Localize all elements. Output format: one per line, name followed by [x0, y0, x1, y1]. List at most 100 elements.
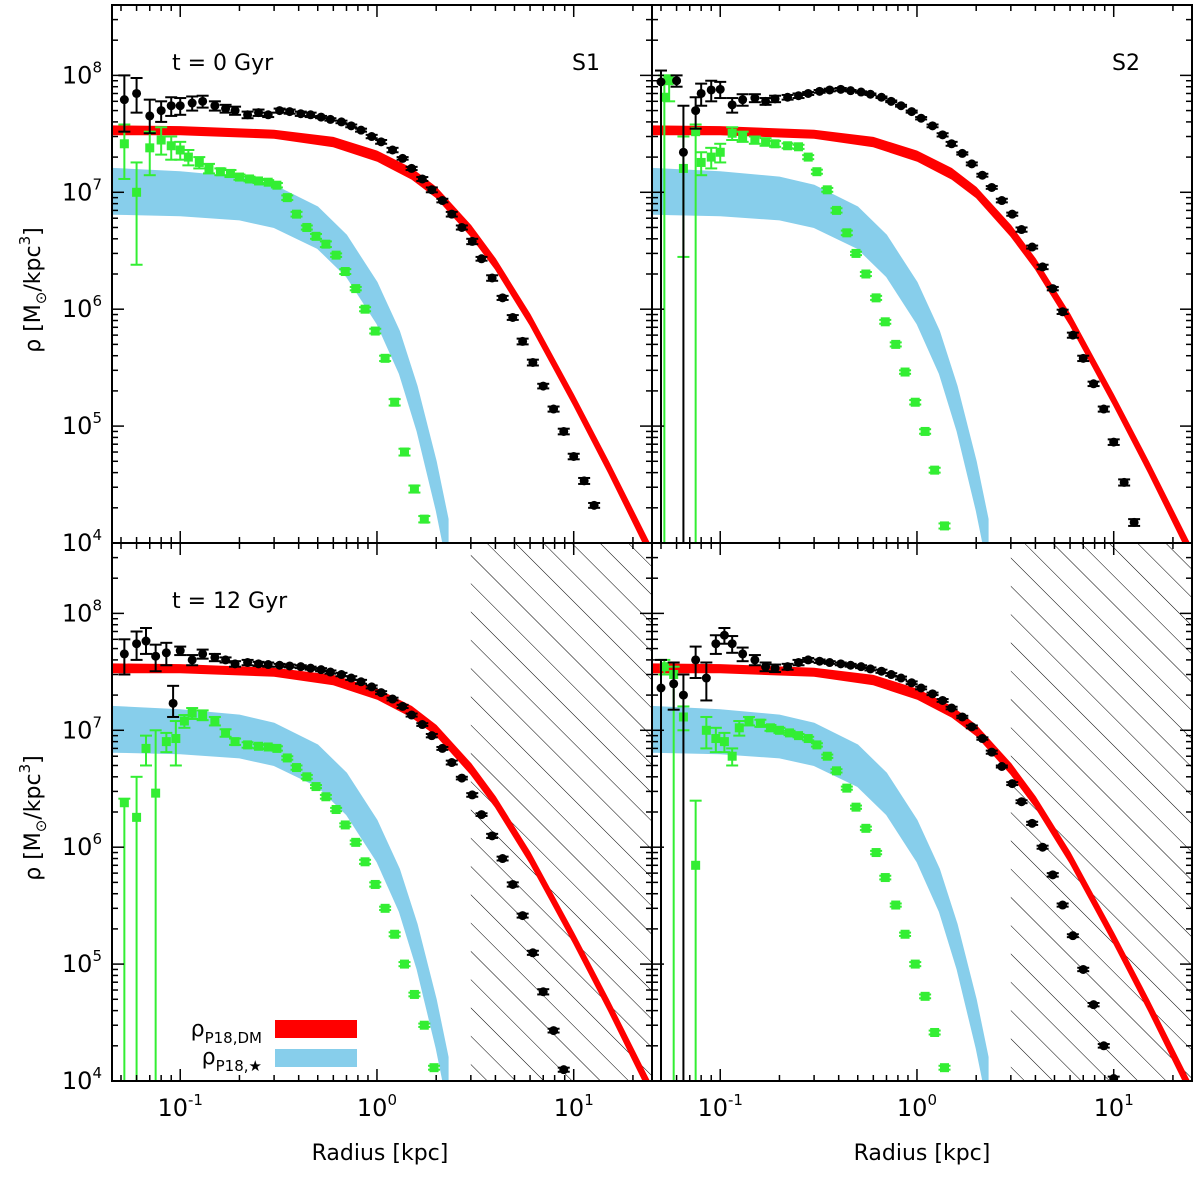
star-particle-point: [262, 177, 275, 187]
star-particle-point: [810, 740, 823, 750]
dm-particle-point: [792, 658, 805, 668]
star-particle-point: [149, 729, 162, 1081]
dm-particle-marker: [815, 86, 825, 96]
legend-dm-swatch: [275, 1020, 357, 1038]
dm-particle-marker: [210, 652, 220, 662]
star-particle-marker: [161, 737, 171, 747]
star-particle-marker: [812, 167, 822, 177]
dm-particle-marker: [528, 357, 538, 367]
dm-particle-point: [1077, 964, 1090, 974]
dm-particle-marker: [916, 113, 926, 123]
star-particle-marker: [156, 135, 166, 145]
dm-particle-point: [985, 747, 998, 757]
dm-particle-marker: [770, 94, 780, 104]
dm-particle-marker: [691, 106, 701, 116]
star-particle-point: [281, 193, 294, 203]
dm-particle-marker: [230, 659, 240, 669]
dm-particle-marker: [794, 91, 804, 101]
dm-particle-marker: [528, 948, 538, 958]
dm-particle-point: [252, 108, 265, 118]
star-particle-marker: [409, 484, 419, 494]
dm-particle-marker: [957, 148, 967, 158]
star-particle-marker: [230, 737, 240, 747]
dm-particle-point: [1026, 818, 1039, 828]
star-particle-marker: [390, 397, 400, 407]
dm-particle-marker: [166, 101, 176, 111]
dm-particle-marker: [1027, 818, 1037, 828]
dm-particle-marker: [997, 762, 1007, 772]
star-particle-marker: [370, 326, 380, 336]
dm-particle-point: [875, 666, 888, 676]
star-particle-marker: [785, 728, 795, 738]
star-particle-point: [938, 521, 951, 531]
dm-particle-marker: [886, 670, 896, 680]
y-tick-label: 105: [62, 409, 102, 440]
panels-layer: 104 105 106 107 108 t = 0 Gyr S1 S2 104 105 106 107…: [62, 4, 1193, 1122]
dm-particle-marker: [346, 121, 356, 131]
star-particle-point: [802, 152, 815, 162]
dm-particle-marker: [306, 663, 316, 673]
dm-particle-marker: [987, 747, 997, 757]
dm-particle-series: [118, 74, 601, 510]
dm-particle-point: [208, 652, 221, 663]
dm-particle-marker: [1038, 262, 1048, 272]
legend-dm-label: ρP18,DM: [191, 1017, 262, 1047]
star-particle-point: [909, 959, 922, 969]
star-particle-point: [781, 141, 794, 151]
dm-particle-point: [567, 451, 580, 461]
star-particle-point: [214, 167, 227, 177]
y-tick-label: 108: [62, 58, 102, 89]
dm-particle-series: [655, 626, 1120, 1081]
star-particle-marker: [711, 734, 721, 744]
dm-particle-point: [705, 79, 718, 103]
star-particle-marker: [243, 740, 253, 750]
x-tick-label: 100: [897, 1091, 937, 1122]
dm-particle-point: [895, 673, 908, 683]
star-particle-marker: [380, 353, 390, 363]
dm-particle-marker: [706, 85, 716, 95]
star-particle-series: [118, 123, 431, 524]
dm-particle-marker: [836, 659, 846, 669]
dm-particle-point: [445, 209, 458, 219]
dm-particle-point: [976, 170, 989, 180]
dm-particle-marker: [783, 92, 793, 102]
star-particle-marker: [311, 231, 321, 241]
dm-particle-marker: [1058, 307, 1068, 317]
star-particle-series: [118, 707, 441, 1081]
dm-particle-marker: [727, 639, 737, 649]
star-particle-point: [783, 728, 796, 738]
dm-particle-point: [118, 74, 131, 133]
star-particle-point: [169, 720, 182, 767]
dm-particle-series: [655, 69, 1141, 543]
dm-particle-point: [1087, 1000, 1100, 1010]
dm-particle-point: [496, 293, 509, 303]
dm-particle-point: [219, 103, 232, 114]
dm-particle-point: [915, 683, 928, 693]
ticks-top-right: [652, 4, 1192, 544]
axes-frame: [111, 4, 653, 544]
star-particle-marker: [263, 177, 273, 187]
dm-particle-marker: [947, 703, 957, 713]
star-particle-point: [919, 426, 932, 436]
dm-particle-marker: [957, 712, 967, 722]
svg-text:ρ [M⊙/kpc3]: ρ [M⊙/kpc3]: [16, 755, 50, 880]
dm-particle-point: [834, 659, 847, 669]
star-particle-point: [262, 742, 275, 752]
star-particle-point: [270, 180, 283, 190]
star-particle-point: [700, 715, 713, 750]
dm-particle-marker: [263, 110, 273, 120]
ticks-top-left: [112, 4, 652, 544]
dm-particle-point: [1036, 842, 1049, 852]
star-particle-point: [840, 228, 853, 238]
star-particle-marker: [900, 929, 910, 939]
star-particle-point: [418, 514, 431, 524]
star-particle-point: [155, 126, 168, 156]
star-particle-marker: [920, 426, 930, 436]
star-particle-point: [733, 720, 746, 737]
star-particle-point: [398, 447, 411, 457]
star-particle-marker: [900, 367, 910, 377]
dm-particle-marker: [896, 101, 906, 111]
x-tick-label: 100: [357, 1091, 397, 1122]
dm-particle-marker: [132, 88, 142, 98]
dm-particle-point: [781, 662, 794, 672]
